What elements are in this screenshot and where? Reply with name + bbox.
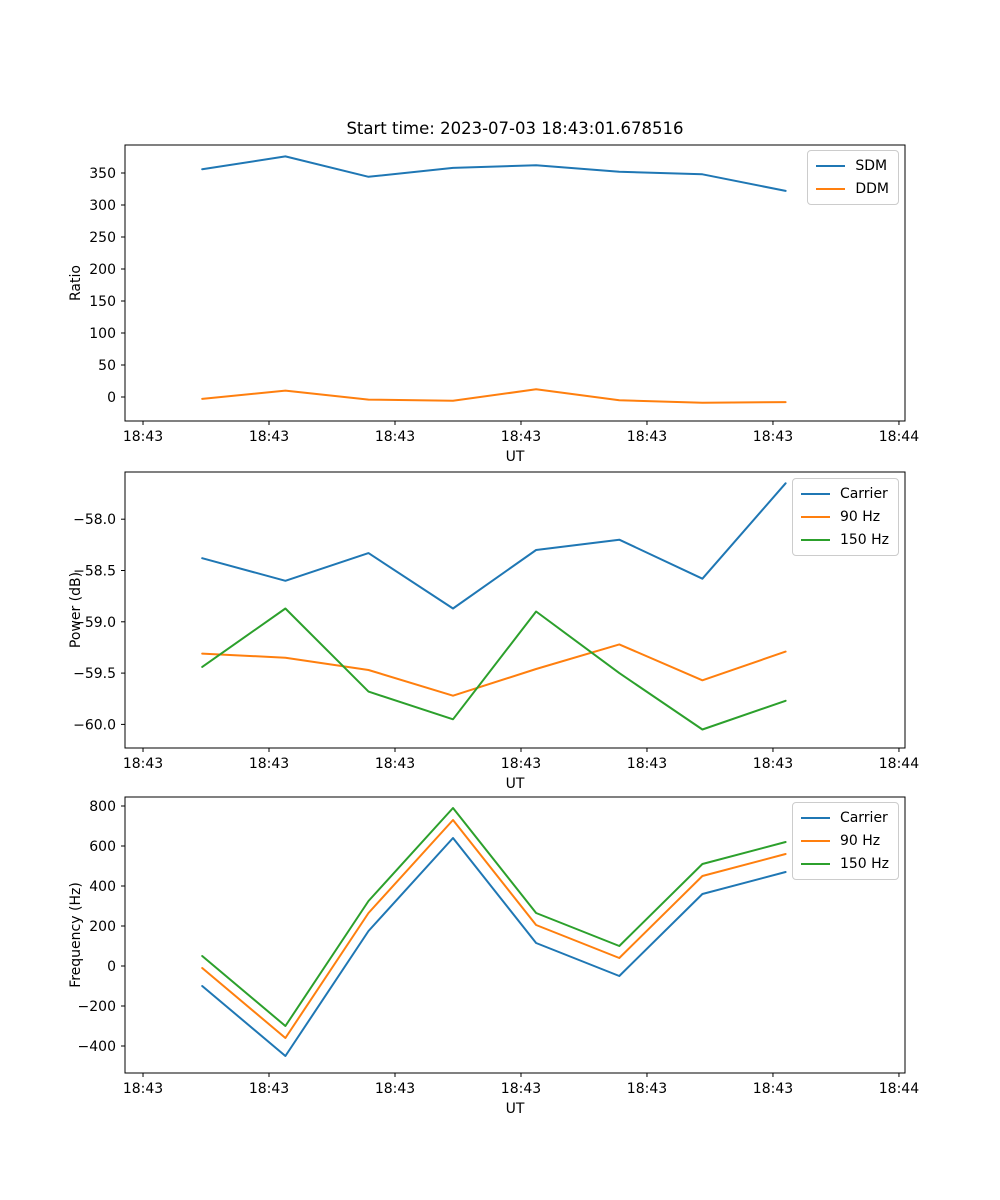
- x-axis-label-1: UT: [506, 776, 525, 792]
- legend-line-150hz: [800, 863, 830, 865]
- y-tick-label-1: −58.0: [73, 512, 116, 528]
- x-tick-label-1: 18:43: [627, 756, 667, 772]
- legend-label-90hz: 90 Hz: [839, 509, 881, 525]
- legend-line-150hz: [800, 539, 830, 541]
- x-tick-label-1: 18:43: [123, 756, 163, 772]
- y-tick-label-1: −59.0: [73, 615, 116, 631]
- y-tick-label-1: −60.0: [73, 717, 116, 733]
- legend-label-ddm: DDM: [855, 181, 889, 197]
- legend-label-sdm: SDM: [855, 158, 888, 174]
- x-tick-label-1: 18:43: [249, 756, 289, 772]
- series-line-90-hz: [201, 643, 787, 697]
- y-tick-label-2: 800: [89, 799, 116, 815]
- legend-line-90hz: [800, 516, 830, 518]
- legend-label-90hz: 90 Hz: [839, 833, 881, 849]
- x-tick-label-0: 18:43: [753, 429, 793, 445]
- x-tick-label-0: 18:43: [501, 429, 541, 445]
- legend-item-150hz: 150 Hz: [800, 530, 889, 550]
- x-axis-label-2: UT: [506, 1101, 525, 1117]
- legend-item-carrier: Carrier: [800, 808, 889, 828]
- x-tick-label-2: 18:43: [123, 1081, 163, 1097]
- x-tick-label-0: 18:43: [627, 429, 667, 445]
- x-tick-label-2: 18:43: [375, 1081, 415, 1097]
- plot-border-0: [124, 144, 906, 422]
- x-axis-label-0: UT: [506, 449, 525, 465]
- legend-ratio: SDM DDM: [807, 150, 899, 205]
- x-tick-label-2: 18:43: [501, 1081, 541, 1097]
- y-tick-label-1: −58.5: [73, 563, 116, 579]
- x-tick-label-1: 18:43: [375, 756, 415, 772]
- y-tick-label-2: −400: [78, 1039, 116, 1055]
- x-tick-label-0: 18:43: [249, 429, 289, 445]
- y-axis-label-0: Ratio: [68, 265, 84, 301]
- legend-item-sdm: SDM: [816, 156, 889, 176]
- y-tick-label-0: 100: [89, 326, 116, 342]
- series-line-150-hz: [201, 607, 787, 731]
- plot-border-2: [124, 796, 906, 1074]
- figure-title: Start time: 2023-07-03 18:43:01.678516: [346, 119, 684, 138]
- y-tick-label-2: 0: [107, 959, 116, 975]
- y-tick-label-0: 350: [89, 166, 116, 182]
- legend-line-90hz: [800, 840, 830, 842]
- x-tick-label-1: 18:43: [501, 756, 541, 772]
- y-axis-label-1: Power (dB): [68, 572, 84, 648]
- y-tick-label-0: 250: [89, 230, 116, 246]
- series-line-carrier: [201, 482, 787, 610]
- x-tick-label-0: 18:43: [123, 429, 163, 445]
- legend-label-150hz: 150 Hz: [839, 532, 889, 548]
- y-axis-label-2: Frequency (Hz): [68, 882, 84, 988]
- legend-line-carrier: [800, 817, 830, 819]
- series-line-150-hz: [201, 807, 787, 1027]
- y-tick-label-2: −200: [78, 999, 116, 1015]
- y-tick-label-0: 150: [89, 294, 116, 310]
- series-line-ddm: [201, 388, 787, 404]
- legend-line-ddm: [816, 188, 846, 190]
- legend-frequency: Carrier 90 Hz 150 Hz: [791, 802, 899, 880]
- legend-power: Carrier 90 Hz 150 Hz: [791, 478, 899, 556]
- y-tick-label-0: 0: [107, 390, 116, 406]
- x-tick-label-0: 18:44: [879, 429, 919, 445]
- y-tick-label-0: 200: [89, 262, 116, 278]
- legend-line-carrier: [800, 493, 830, 495]
- y-tick-label-0: 50: [98, 358, 116, 374]
- legend-item-150hz: 150 Hz: [800, 854, 889, 874]
- x-tick-label-0: 18:43: [375, 429, 415, 445]
- y-tick-label-2: 200: [89, 919, 116, 935]
- legend-item-90hz: 90 Hz: [800, 831, 889, 851]
- legend-item-carrier: Carrier: [800, 484, 889, 504]
- series-line-sdm: [201, 155, 787, 192]
- y-tick-label-2: 600: [89, 839, 116, 855]
- x-tick-label-2: 18:43: [249, 1081, 289, 1097]
- legend-item-90hz: 90 Hz: [800, 507, 889, 527]
- legend-line-sdm: [816, 165, 846, 167]
- legend-label-carrier: Carrier: [839, 486, 888, 502]
- legend-label-carrier: Carrier: [839, 810, 888, 826]
- legend-label-150hz: 150 Hz: [839, 856, 889, 872]
- x-tick-label-2: 18:43: [627, 1081, 667, 1097]
- x-tick-label-1: 18:44: [879, 756, 919, 772]
- x-tick-label-2: 18:43: [753, 1081, 793, 1097]
- plot-border-1: [124, 471, 906, 749]
- x-tick-label-1: 18:43: [753, 756, 793, 772]
- series-line-carrier: [201, 837, 787, 1057]
- y-tick-label-2: 400: [89, 879, 116, 895]
- y-tick-label-1: −59.5: [73, 666, 116, 682]
- series-line-90-hz: [201, 819, 787, 1039]
- y-tick-label-0: 300: [89, 198, 116, 214]
- x-tick-label-2: 18:44: [879, 1081, 919, 1097]
- legend-item-ddm: DDM: [816, 179, 889, 199]
